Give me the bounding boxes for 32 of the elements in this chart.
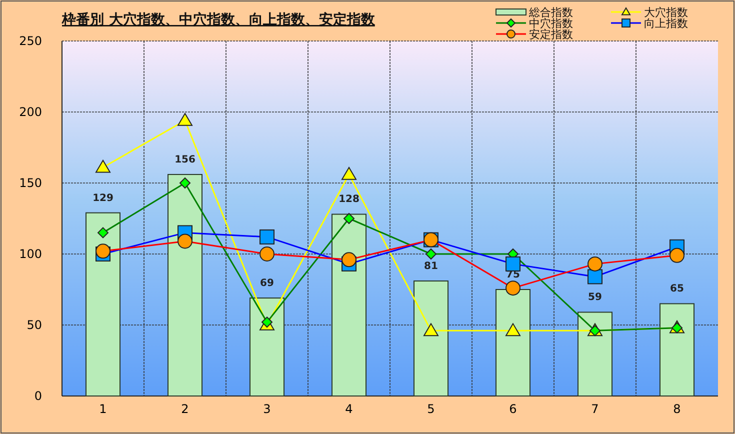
x-tick-label: 3 — [263, 402, 271, 416]
x-tick-label: 5 — [427, 402, 435, 416]
y-tick-label: 200 — [19, 105, 42, 119]
x-tick-label: 7 — [591, 402, 599, 416]
legend-label: 中穴指数 — [529, 17, 573, 30]
point — [424, 323, 438, 336]
data-label: 156 — [174, 154, 196, 166]
chart-title: 枠番別 大穴指数、中穴指数、向上指数、安定指数 — [61, 11, 376, 28]
data-label: 69 — [260, 278, 274, 290]
legend-label: 安定指数 — [529, 28, 573, 41]
x-tick-label: 2 — [181, 402, 189, 416]
y-tick-label: 150 — [19, 176, 42, 190]
point — [506, 323, 520, 336]
data-label: 128 — [338, 194, 360, 206]
y-tick-label: 50 — [26, 318, 42, 332]
x-tick-label: 4 — [345, 402, 353, 416]
y-tick-label: 250 — [19, 34, 42, 48]
y-tick-label: 0 — [34, 389, 42, 403]
point — [342, 166, 356, 180]
data-label: 129 — [92, 192, 114, 204]
x-tick-label: 8 — [673, 402, 681, 416]
data-label: 59 — [588, 292, 602, 304]
point — [178, 113, 192, 126]
legend-label: 大穴指数 — [644, 6, 688, 19]
y-tick-label: 100 — [19, 247, 42, 261]
x-tick-label: 1 — [99, 402, 107, 416]
x-tick-label: 6 — [509, 402, 517, 416]
legend-label: 向上指数 — [644, 17, 688, 30]
data-label: 65 — [670, 284, 684, 295]
point — [96, 160, 110, 173]
data-label: 81 — [424, 260, 438, 272]
legend-label: 総合指数 — [528, 6, 573, 19]
